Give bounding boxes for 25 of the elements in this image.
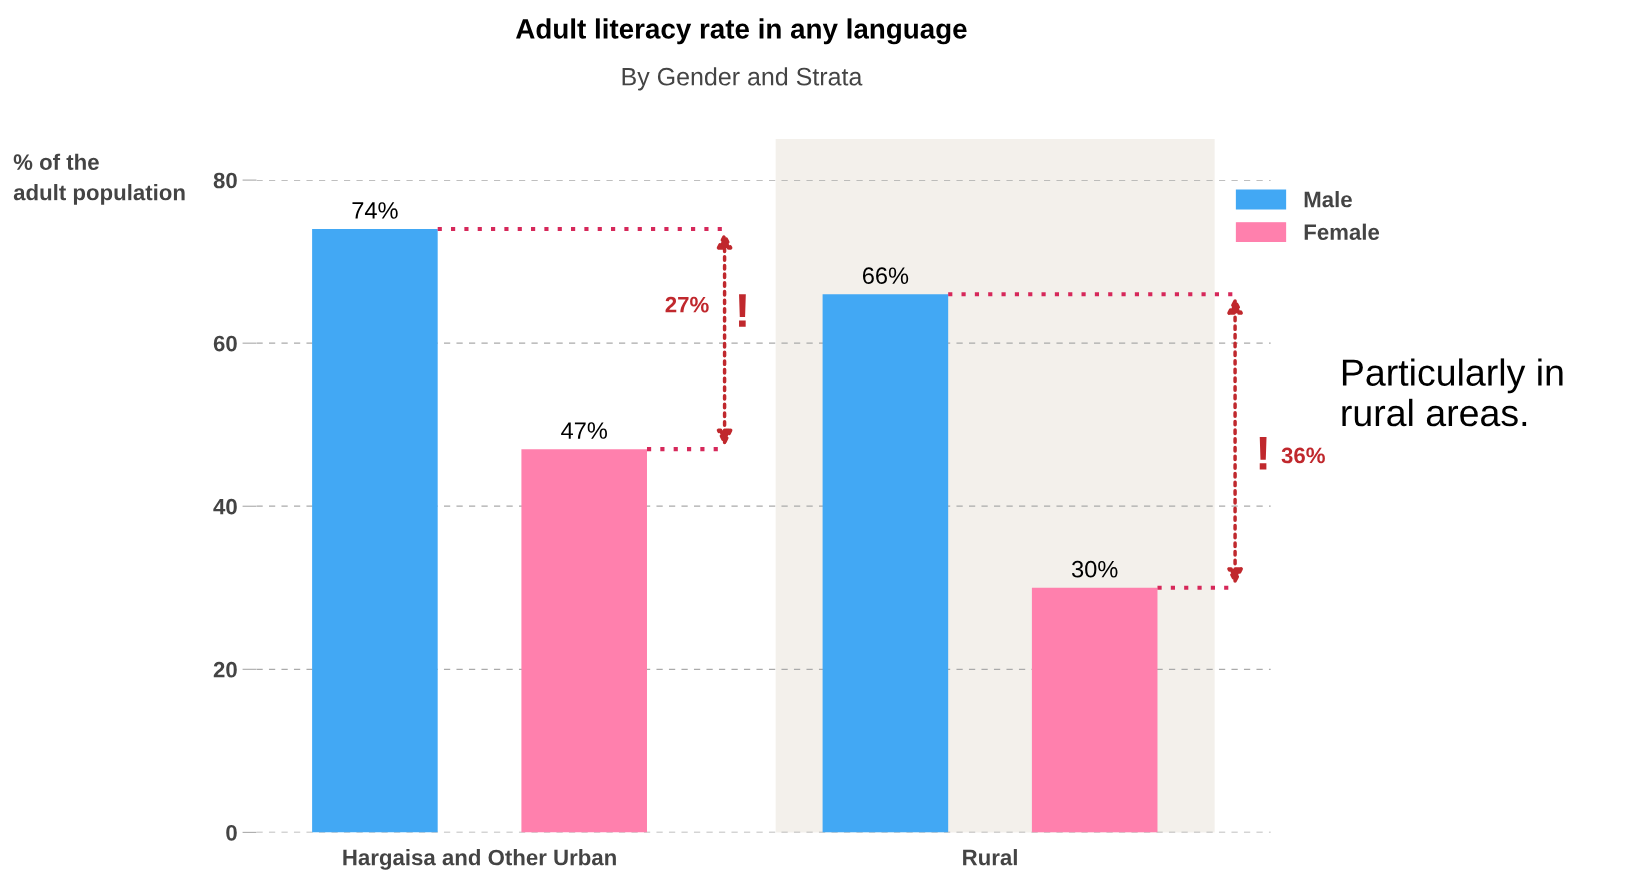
bar: [822, 294, 949, 833]
y-tick-label: 40: [213, 498, 237, 515]
legend-label: Female: [1304, 223, 1380, 240]
y-tick-label: 0: [226, 824, 237, 841]
data-label: 47%: [561, 422, 607, 439]
y-axis-title: % of the adult population: [13, 153, 185, 205]
y-tick-label: 80: [213, 172, 237, 189]
data-label: 30%: [1071, 560, 1118, 578]
text: Particularly in rural areas.: [1342, 358, 1563, 427]
annotation: !: [739, 294, 746, 327]
x-tick-label: Rural: [963, 849, 1017, 866]
y-tick-label: 20: [213, 661, 237, 678]
bar: [1031, 587, 1158, 833]
text: 36%: [1281, 447, 1325, 464]
y-tick-label: 60: [213, 335, 237, 352]
x-tick-label: Hargaisa and Other Urban: [343, 849, 616, 870]
data-label: 66%: [862, 267, 909, 285]
bar: [521, 449, 647, 833]
chart-title: Adult literacy rate in any language: [516, 18, 967, 45]
chart-subtitle: By Gender and Strata: [622, 67, 863, 91]
bar: [312, 229, 438, 833]
data-label: 74%: [352, 202, 398, 219]
annotation: 27%: [665, 296, 709, 313]
legend-label: Male: [1304, 191, 1352, 208]
annotation: !: [1259, 437, 1267, 470]
